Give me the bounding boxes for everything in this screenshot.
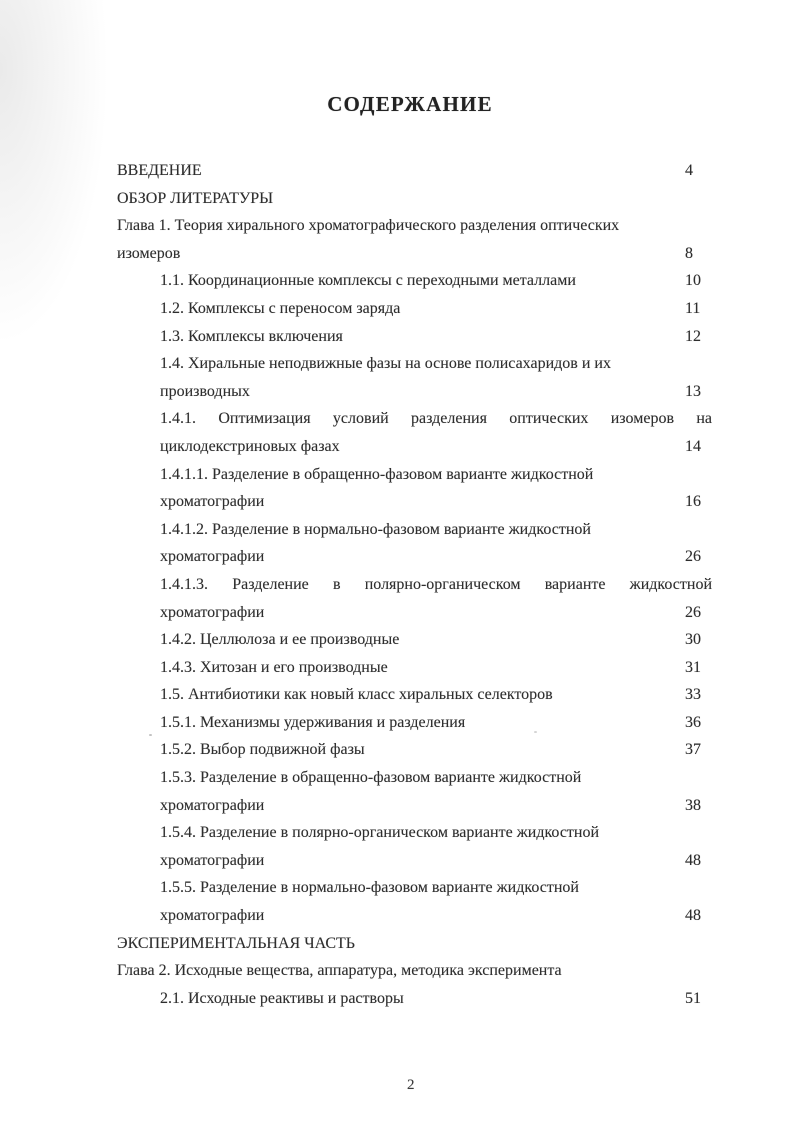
toc-entry-page-number: 12 — [685, 327, 701, 345]
toc-entry-page-number: 10 — [685, 272, 701, 290]
page-number: 2 — [407, 1077, 415, 1093]
toc-entry: циклодекстриновых фазах 14 — [117, 433, 712, 461]
toc-entry-text: 1.4.1. Оптимизация условий разделения оп… — [160, 410, 712, 428]
toc-entry: хроматографии 16 — [117, 488, 712, 516]
scan-artifact-dot — [149, 734, 152, 736]
toc-entry-text: 1.5.1. Механизмы удерживания и разделени… — [160, 713, 466, 731]
toc-entry-text: Глава 1. Теория хирального хроматографич… — [117, 217, 620, 235]
toc-entry-page-number: 48 — [685, 907, 701, 925]
scan-artifact-dot — [534, 731, 537, 733]
toc-entry-page-number: 31 — [685, 658, 701, 676]
toc-entry-page-number: 4 — [685, 162, 693, 179]
toc-entry: 1.5.2. Выбор подвижной фазы 37 — [117, 736, 712, 764]
toc-entry: Глава 2. Исходные вещества, аппаратура, … — [117, 957, 712, 985]
toc-entry: 1.5.1. Механизмы удерживания и разделени… — [117, 709, 712, 737]
toc-entry: ВВЕДЕНИЕ 4 — [117, 157, 712, 185]
toc-entry-page-number: 16 — [685, 493, 701, 511]
toc-entry-page-number: 48 — [685, 851, 701, 869]
toc-entry-text: хроматографии — [160, 548, 265, 566]
toc-entry-page-number: 33 — [685, 686, 701, 704]
toc-entry: 2.1. Исходные реактивы и растворы 51 — [117, 985, 712, 1013]
toc-entry-text: 1.4.3. Хитозан и его производные — [160, 658, 388, 676]
toc-entry-text: хроматографии — [160, 907, 265, 925]
toc-entry-text: 1.3. Комплексы включения — [160, 327, 343, 345]
toc-entry-text: ОБЗОР ЛИТЕРАТУРЫ — [117, 189, 274, 207]
toc-entry-text: хроматографии — [160, 603, 265, 621]
toc-entry: хроматографии 26 — [117, 599, 712, 627]
toc-entry: 1.3. Комплексы включения 12 — [117, 323, 712, 351]
toc-entry-text: ВВЕДЕНИЕ — [117, 162, 202, 179]
toc-entry-text: 1.2. Комплексы с переносом заряда — [160, 299, 401, 317]
toc-entry-text: 1.4. Хиральные неподвижные фазы на основ… — [160, 355, 611, 373]
toc-entry-page-number: 14 — [685, 437, 701, 455]
toc-entry: ЭКСПЕРИМЕНТАЛЬНАЯ ЧАСТЬ — [117, 930, 712, 958]
toc-entry-text: 1.4.2. Целлюлоза и ее производные — [160, 631, 400, 649]
toc-entry-text: изомеров — [117, 244, 181, 262]
toc-entry-text: Глава 2. Исходные вещества, аппаратура, … — [117, 962, 562, 980]
toc-entry-text: 1.4.1.1. Разделение в обращенно-фазовом … — [160, 465, 594, 483]
toc-entry-text: 1.5.4. Разделение в полярно-органическом… — [160, 824, 600, 842]
toc-entry: ОБЗОР ЛИТЕРАТУРЫ — [117, 185, 712, 213]
toc-entry-text: 1.5.2. Выбор подвижной фазы — [160, 741, 365, 759]
toc-entry: 1.4.1.2. Разделение в нормально-фазовом … — [117, 516, 712, 544]
toc-entry: 1.2. Комплексы с переносом заряда 11 — [117, 295, 712, 323]
toc-entry: изомеров 8 — [117, 240, 712, 268]
toc-entry-text: 1.4.1.2. Разделение в нормально-фазовом … — [160, 520, 591, 538]
toc-entry-text: 1.5.3. Разделение в обращенно-фазовом ва… — [160, 769, 582, 787]
toc-entry: 1.4.1. Оптимизация условий разделения оп… — [117, 405, 712, 433]
toc-entry-page-number: 13 — [685, 382, 701, 400]
toc-entry-text: хроматографии — [160, 851, 265, 869]
toc-entry: хроматографии 26 — [117, 543, 712, 571]
toc-entry-page-number: 30 — [685, 631, 701, 649]
toc-entry: 1.4.1.3. Разделение в полярно-органическ… — [117, 571, 712, 599]
toc-entry: 1.5.5. Разделение в нормально-фазовом ва… — [117, 874, 712, 902]
toc-entry-text: хроматографии — [160, 493, 265, 511]
toc-entry: 1.4. Хиральные неподвижные фазы на основ… — [117, 350, 712, 378]
toc-entry-page-number: 38 — [685, 796, 701, 814]
toc-entry-text: 1.4.1.3. Разделение в полярно-органическ… — [160, 575, 712, 593]
toc-entry: хроматографии 48 — [117, 902, 712, 930]
toc-entry-text: хроматографии — [160, 796, 265, 814]
toc-entry-text: ЭКСПЕРИМЕНТАЛЬНАЯ ЧАСТЬ — [117, 934, 355, 952]
toc-entry-page-number: 37 — [685, 741, 701, 759]
toc-entry: 1.4.3. Хитозан и его производные 31 — [117, 654, 712, 682]
toc-entry-text: производных — [160, 382, 250, 400]
toc-entry: 1.1. Координационные комплексы с переход… — [117, 267, 712, 295]
toc-entry-text: 1.5. Антибиотики как новый класс хиральн… — [160, 686, 553, 704]
toc-entry-text: 1.1. Координационные комплексы с переход… — [160, 272, 576, 290]
toc-entry-page-number: 51 — [685, 989, 701, 1007]
toc-entry: 1.5. Антибиотики как новый класс хиральн… — [117, 681, 712, 709]
toc-entry: Глава 1. Теория хирального хроматографич… — [117, 212, 712, 240]
toc-entry: 1.5.4. Разделение в полярно-органическом… — [117, 819, 712, 847]
toc-entry-text: 2.1. Исходные реактивы и растворы — [160, 989, 404, 1007]
toc-entry: 1.5.3. Разделение в обращенно-фазовом ва… — [117, 764, 712, 792]
toc-list: ВВЕДЕНИЕ 4 ОБЗОР ЛИТЕРАТУРЫ Глава 1. Тео… — [117, 157, 712, 1012]
toc-entry-text: 1.5.5. Разделение в нормально-фазовом ва… — [160, 879, 579, 897]
toc-entry: 1.4.2. Целлюлоза и ее производные 30 — [117, 626, 712, 654]
toc-entry-page-number: 8 — [685, 244, 693, 262]
page-title: СОДЕРЖАНИЕ — [327, 92, 493, 116]
toc-entry-text: циклодекстриновых фазах — [160, 437, 340, 455]
toc-entry-page-number: 36 — [685, 713, 701, 731]
toc-entry: 1.4.1.1. Разделение в обращенно-фазовом … — [117, 461, 712, 489]
toc-entry-page-number: 26 — [685, 603, 701, 621]
toc-entry-page-number: 26 — [685, 548, 701, 566]
toc-entry: хроматографии 48 — [117, 847, 712, 875]
toc-entry: хроматографии 38 — [117, 792, 712, 820]
toc-entry-page-number: 11 — [685, 299, 701, 317]
toc-entry: производных 13 — [117, 378, 712, 406]
